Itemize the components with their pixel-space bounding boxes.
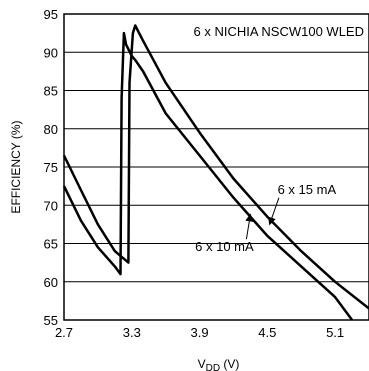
y-tick-label: 65	[44, 237, 58, 252]
tick-labels: 55 60 65 70 75 80 85 90 95 2.7 3.3 3.9 4.5 5.1	[44, 7, 345, 340]
annotation-label: 6 x 15 mA	[278, 182, 337, 197]
annotation-arrow	[245, 213, 254, 240]
y-tick-label: 60	[44, 275, 58, 290]
x-tick-label: 4.5	[258, 325, 276, 340]
x-axis-title-unit: (V)	[220, 357, 239, 371]
x-tick-label: 5.1	[326, 325, 344, 340]
series-line-1	[62, 24, 369, 310]
gridlines	[64, 51, 369, 283]
x-tick-label: 3.3	[123, 325, 141, 340]
y-tick-label: 80	[44, 122, 58, 137]
y-tick-label: 85	[44, 84, 58, 99]
y-tick-label: 90	[44, 45, 58, 60]
plot-frame	[63, 13, 369, 321]
x-tick-label: 2.7	[55, 325, 73, 340]
y-tick-label: 55	[44, 313, 58, 328]
annotation-arrow	[268, 197, 280, 226]
x-axis-title: VDD (V)	[198, 357, 240, 371]
x-axis-title-main: V	[198, 357, 206, 371]
series-line-2	[62, 31, 354, 321]
x-axis-title-subscript: DD	[206, 363, 220, 371]
y-tick-label: 95	[44, 7, 58, 22]
title-background	[150, 24, 367, 40]
x-tick-label: 3.9	[191, 325, 209, 340]
chart-title: 6 x NICHIA NSCW100 WLED	[194, 24, 365, 39]
annotation-label: 6 x 10 mA	[195, 239, 254, 254]
y-tick-label: 75	[44, 160, 58, 175]
series-lines	[62, 24, 369, 321]
y-axis-title: EFFICIENCY (%)	[9, 120, 23, 213]
annotations: 6 x 15 mA 6 x 10 mA	[195, 182, 336, 254]
y-tick-label: 70	[44, 198, 58, 213]
